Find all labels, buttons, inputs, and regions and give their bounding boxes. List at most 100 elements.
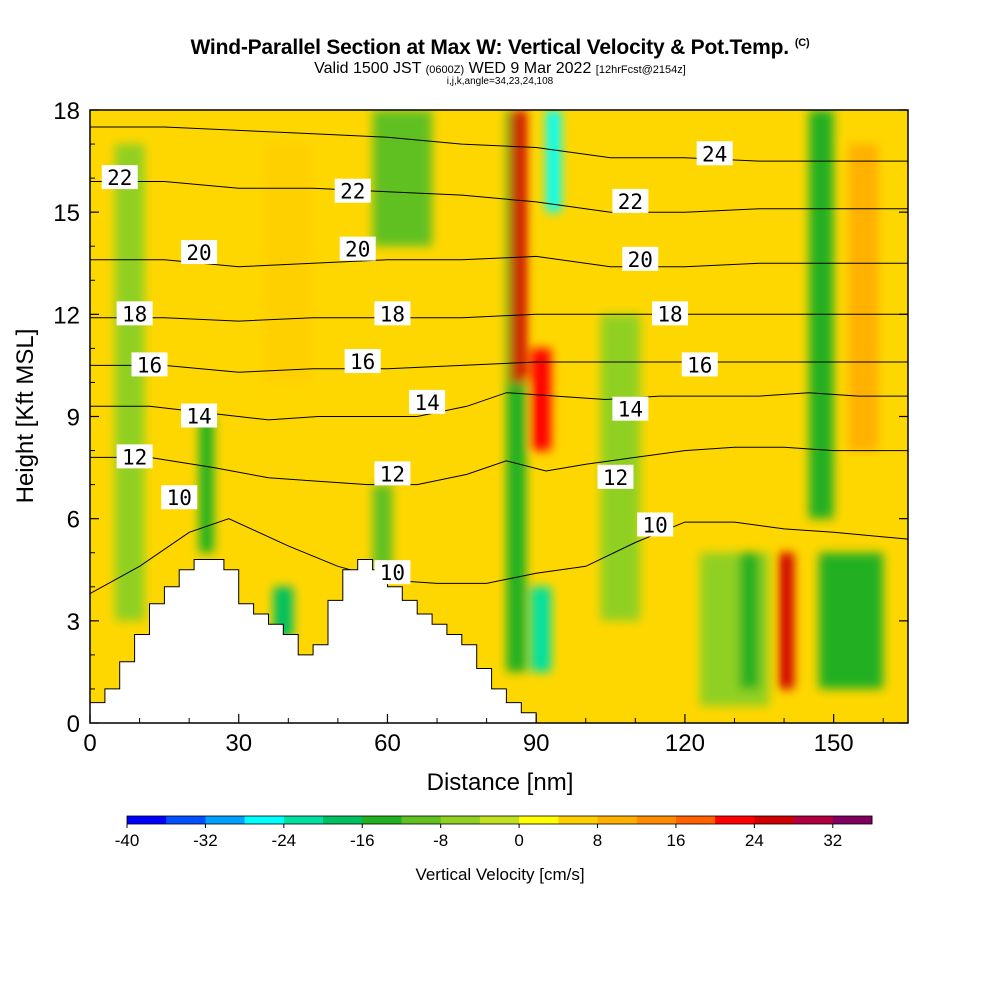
contour-label-text: 22 xyxy=(618,190,643,214)
contour-label-text: 16 xyxy=(350,350,375,374)
colorbar-swatch-10 xyxy=(519,816,559,824)
contour-label-text: 18 xyxy=(657,302,682,326)
theta-contour-24 xyxy=(90,126,908,162)
contour-labels: 2220181614121022201816141210242220181614… xyxy=(101,141,733,585)
terrain xyxy=(90,559,537,723)
contour-label-text: 16 xyxy=(137,353,162,377)
colorbar-tick-label: 8 xyxy=(593,831,602,850)
contour-label-box xyxy=(116,444,153,469)
contour-label-box xyxy=(637,512,674,537)
colorbar-swatch-12 xyxy=(597,816,638,824)
x-tick-label: 90 xyxy=(523,730,550,757)
x-axis-label: Distance [nm] xyxy=(427,769,574,796)
y-tick-label: 18 xyxy=(53,98,80,125)
colorbar-swatch-4 xyxy=(283,816,324,824)
contour-label-box xyxy=(612,396,649,421)
contour-label-1: 20 xyxy=(181,240,218,265)
contour-label-box xyxy=(116,301,153,326)
theta-contour-18 xyxy=(90,313,908,322)
contour-label-16: 20 xyxy=(622,246,659,272)
y-tick-label: 15 xyxy=(53,200,80,227)
colorbar-swatch-11 xyxy=(558,816,599,824)
grid-indices: i,j,k,angle=34,23,24,108 xyxy=(446,76,554,87)
x-tick-label: 120 xyxy=(665,730,705,757)
forecast-info: [12hrFcst@2154z] xyxy=(595,64,686,76)
contour-label-10: 16 xyxy=(344,349,381,374)
theta-contour-12 xyxy=(90,446,908,486)
y-axis: 0 3 6 9 12 15 18 xyxy=(53,98,908,738)
contour-label-box xyxy=(696,141,733,166)
contour-label-11: 14 xyxy=(409,389,446,415)
contour-label-6: 10 xyxy=(161,485,198,510)
contour-label-20: 12 xyxy=(597,464,634,490)
y-axis-label: Height [Kft MSL] xyxy=(12,329,39,504)
colorbar-tick-label: -32 xyxy=(193,831,218,850)
contour-label-text: 20 xyxy=(628,248,653,272)
colorbar-tick-label: 32 xyxy=(823,831,842,850)
colorbar-tick-label: 24 xyxy=(745,831,764,850)
contour-label-8: 20 xyxy=(339,236,376,262)
shading-band-8 xyxy=(531,348,552,451)
theta-contour-16 xyxy=(90,361,908,373)
valid-date: WED 9 Mar 2022 xyxy=(468,60,592,77)
colorbar-swatch-0 xyxy=(127,816,167,824)
theta-contour-14 xyxy=(90,392,908,421)
shading-band-0 xyxy=(114,144,145,621)
colorbar-swatch-7 xyxy=(401,816,442,824)
copyright-mark: (C) xyxy=(794,37,810,49)
contour-label-box xyxy=(334,178,371,203)
y-tick-label: 9 xyxy=(67,405,80,432)
contour-label-box xyxy=(622,246,659,271)
contour-label-box xyxy=(681,352,718,377)
contour-label-21: 10 xyxy=(637,512,674,537)
x-tick-label: 60 xyxy=(374,730,401,757)
contour-label-box xyxy=(101,165,138,190)
shading-band-4 xyxy=(372,484,393,570)
colorbar-tick-label: -24 xyxy=(272,831,297,850)
contour-label-text: 20 xyxy=(186,241,211,265)
contour-label-box xyxy=(597,464,634,489)
theta-contour-10 xyxy=(90,518,908,595)
chart-subtitle: Valid 1500 JST (0600Z) WED 9 Mar 2022 [1… xyxy=(0,60,1000,78)
x-tick-label: 0 xyxy=(83,730,96,757)
colorbar-swatch-13 xyxy=(636,816,677,824)
x-tick-label: 150 xyxy=(814,730,854,757)
colorbar-swatch-1 xyxy=(166,816,206,824)
contour-label-18: 16 xyxy=(681,352,718,377)
contour-label-box xyxy=(181,403,218,428)
colorbar-swatch-15 xyxy=(715,816,755,824)
contour-label-14: 24 xyxy=(696,141,733,166)
contour-label-15: 22 xyxy=(612,188,649,214)
contour-label-text: 18 xyxy=(122,302,147,326)
colorbar-tick-label: 0 xyxy=(514,831,523,850)
colorbar-swatch-8 xyxy=(440,816,481,824)
contour-label-text: 14 xyxy=(618,398,643,422)
contour-label-5: 12 xyxy=(116,444,153,469)
colorbar-swatch-16 xyxy=(754,816,795,824)
y-tick-label: 12 xyxy=(53,302,80,329)
colorbar-tick-label: -40 xyxy=(115,831,140,850)
shading-band-1 xyxy=(199,416,214,553)
colorbar: -40 -32 -24 -16 -8 0 8 16 24 32 xyxy=(115,815,873,850)
contour-label-box xyxy=(374,301,411,326)
contour-label-box xyxy=(374,461,411,486)
colorbar-frame xyxy=(126,815,873,825)
contour-label-box xyxy=(409,389,446,414)
contour-label-13: 10 xyxy=(374,560,411,585)
contour-label-7: 22 xyxy=(334,178,371,204)
contour-label-19: 14 xyxy=(612,396,649,422)
shading-band-14 xyxy=(779,552,794,689)
contour-label-2: 18 xyxy=(116,301,153,326)
contour-label-box xyxy=(181,240,218,265)
contour-label-box xyxy=(374,560,411,585)
colorbar-swatch-18 xyxy=(832,816,873,824)
shading-band-9 xyxy=(531,586,552,672)
contour-label-text: 12 xyxy=(122,445,147,469)
colorbar-swatch-3 xyxy=(244,816,285,824)
contour-label-4: 14 xyxy=(181,403,218,429)
contour-label-9: 18 xyxy=(374,301,411,326)
contour-label-box xyxy=(652,301,689,326)
contour-label-text: 18 xyxy=(380,302,405,326)
colorbar-swatch-6 xyxy=(362,816,402,824)
